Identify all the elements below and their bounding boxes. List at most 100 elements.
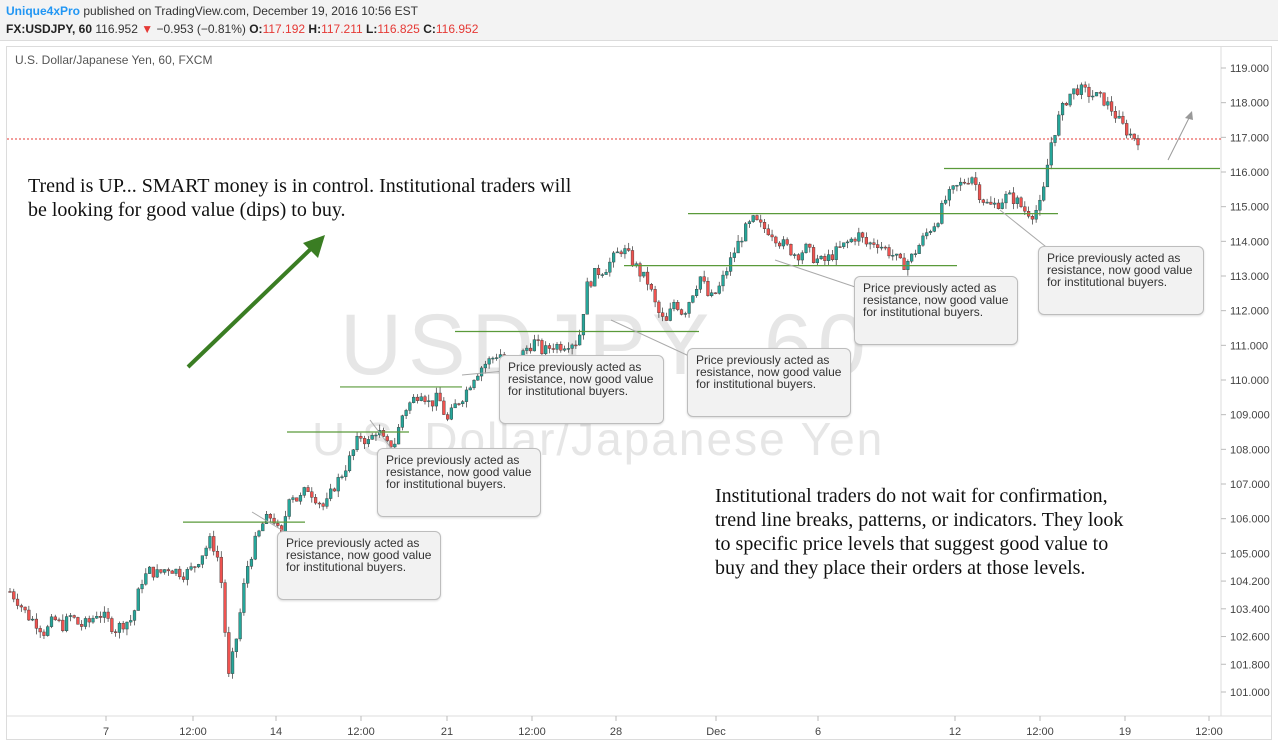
candle-body: [740, 240, 744, 243]
candle-body: [830, 254, 835, 260]
candle-body: [638, 263, 642, 277]
candle-body: [197, 564, 201, 568]
candle-body: [532, 339, 536, 352]
candle-body: [623, 248, 627, 255]
candle-body: [762, 222, 767, 230]
candle-body: [755, 215, 759, 221]
author-link[interactable]: Unique4xPro: [6, 4, 81, 18]
high-label: H:: [308, 22, 322, 36]
projection-arrowhead-icon: [1185, 111, 1193, 120]
candle-body: [525, 347, 529, 351]
candle-body: [80, 624, 84, 627]
candle-body: [845, 241, 850, 244]
candle-body: [1072, 88, 1076, 95]
candle-body: [332, 488, 337, 492]
candle-body: [151, 566, 155, 578]
candle-body: [698, 276, 702, 290]
candle-body: [189, 566, 193, 570]
candle-body: [174, 568, 178, 574]
candle-body: [370, 435, 374, 440]
candle-body: [921, 235, 925, 246]
close-value: 116.952: [435, 22, 479, 36]
candle-body: [653, 289, 657, 303]
low-value: 116.825: [377, 22, 420, 36]
candle-body: [219, 556, 223, 583]
candle-body: [736, 240, 740, 254]
candle-body: [49, 616, 54, 627]
candle-body: [789, 244, 793, 256]
candle-body: [627, 248, 631, 251]
candle-body: [815, 258, 819, 264]
candle-body: [15, 598, 20, 606]
y-tick-label-6: 113.000: [1230, 271, 1269, 283]
candle-body: [27, 609, 31, 621]
candle-body: [879, 246, 884, 249]
candle-body: [336, 477, 340, 492]
candle-body: [1091, 95, 1095, 98]
candle-body: [1079, 84, 1084, 95]
chart-title: U.S. Dollar/Japanese Yen, 60, FXCM: [15, 53, 213, 67]
candle-body: [325, 498, 329, 507]
y-tick-label-12: 107.000: [1230, 479, 1270, 491]
x-tick-label-3: 12:00: [347, 726, 375, 738]
candle-body: [344, 470, 348, 477]
candle-body: [298, 495, 303, 502]
candle-body: [208, 536, 212, 549]
candle-body: [536, 339, 540, 341]
y-tick-label-4: 115.000: [1230, 202, 1269, 214]
candle-body: [64, 616, 69, 632]
candle-body: [185, 569, 189, 580]
candle-body: [751, 215, 755, 222]
candle-body: [966, 182, 970, 185]
candle-body: [38, 628, 42, 633]
candle-body: [163, 569, 167, 573]
x-tick-label-8: 6: [815, 726, 821, 738]
candle-body: [917, 245, 921, 254]
candle-body: [408, 402, 412, 411]
candle-body: [98, 616, 103, 618]
candle-body: [1094, 92, 1099, 97]
candle-body: [1045, 164, 1050, 188]
candle-body: [1019, 197, 1023, 207]
candle-body: [977, 184, 982, 200]
candle-body: [1057, 114, 1061, 136]
x-tick-label-12: 12:00: [1195, 726, 1223, 738]
candle-body: [1121, 115, 1125, 124]
callout-4: Price previously acted as resistance, no…: [687, 348, 851, 417]
candle-body: [604, 272, 608, 275]
candle-body: [615, 251, 619, 254]
candle-body: [453, 403, 457, 409]
candle-body: [661, 312, 665, 317]
candle-body: [472, 379, 476, 389]
candle-body: [642, 271, 646, 277]
candle-body: [306, 487, 310, 492]
x-tick-label-1: 12:00: [179, 726, 207, 738]
candle-body: [446, 414, 450, 420]
candle-body: [732, 252, 736, 258]
candle-body: [347, 455, 352, 472]
x-tick-label-0: 7: [103, 726, 109, 738]
candle-body: [925, 232, 929, 237]
candle-body: [68, 615, 72, 617]
candle-body: [132, 610, 137, 621]
candle-body: [691, 295, 695, 303]
candle-body: [91, 617, 95, 623]
candle-body: [808, 243, 812, 248]
candle-body: [596, 268, 601, 275]
candle-body: [910, 253, 914, 262]
candle-body: [774, 236, 778, 244]
trend-arrow-icon: [186, 240, 320, 369]
candle-body: [578, 334, 582, 346]
x-tick-label-6: 28: [610, 726, 622, 738]
candle-body: [396, 427, 401, 445]
y-tick-label-3: 116.000: [1230, 167, 1269, 179]
y-tick-label-19: 101.000: [1230, 687, 1270, 699]
candle-body: [95, 616, 99, 619]
candle-body: [102, 611, 106, 618]
candle-body: [1011, 192, 1016, 204]
close-label: C:: [423, 22, 436, 36]
candle-body: [363, 438, 367, 445]
candle-body: [31, 618, 35, 621]
candle-body: [287, 499, 291, 517]
